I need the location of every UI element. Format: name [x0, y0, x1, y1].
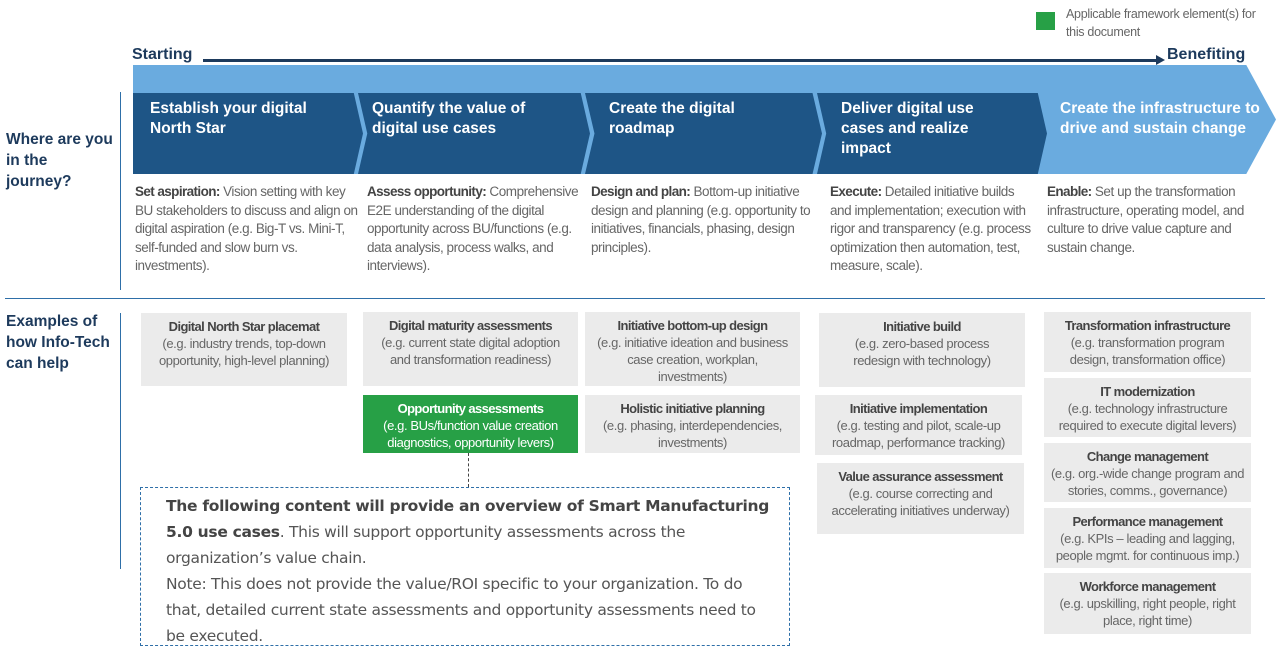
axis-start-label: Starting: [132, 46, 193, 63]
offering-box: Performance management (e.g. KPIs – leadi…: [1044, 508, 1251, 568]
phase-title: Create the infrastructure to drive and s…: [1060, 100, 1260, 137]
offering-box: Initiative bottom-up design (e.g. initiat…: [585, 312, 800, 386]
note-text: . This will support opportunity assessme…: [166, 523, 686, 567]
offering-box: Workforce management (e.g. upskilling, ri…: [1044, 573, 1251, 634]
arrow-head-icon: [1156, 55, 1165, 65]
phase-title: Deliver digital use cases and realize im…: [841, 100, 974, 157]
offering-box: Digital maturity assessments (e.g. curren…: [363, 312, 578, 386]
note-disclaimer: Note: This does not provide the value/RO…: [166, 575, 756, 645]
phase-description: Design and plan: Bottom-up initiative de…: [591, 184, 811, 255]
divider-vertical: [120, 313, 121, 569]
note-callout: The following content will provide an ov…: [140, 487, 790, 646]
phase-description: Set aspiration: Vision setting with key …: [135, 184, 358, 273]
divider-vertical: [120, 92, 121, 290]
offering-box: Transformation infrastructure (e.g. trans…: [1044, 312, 1251, 372]
phase-title: Quantify the value of digital use cases: [372, 100, 526, 137]
phase-title: Establish your digital North Star: [150, 100, 307, 137]
phase-chevron-1: Establish your digital North Star: [133, 93, 363, 174]
divider-horizontal: [5, 298, 1265, 299]
note-bold: The following content will provide an ov…: [166, 497, 770, 541]
connector-line: [468, 453, 469, 487]
journey-arrow-line: [203, 59, 1158, 62]
axis-end-label: Benefiting: [1167, 46, 1246, 63]
phase-chevron-5: Create the infrastructure to drive and s…: [1043, 93, 1260, 174]
phase-chevron-2: Quantify the value of digital use cases: [358, 93, 590, 174]
phase-chevron-3: Create the digital roadmap: [585, 93, 822, 174]
phase-title: Create the digital roadmap: [609, 100, 735, 137]
phase-description: Assess opportunity: Comprehensive E2E un…: [367, 184, 579, 273]
phase-description: Execute: Detailed initiative builds and …: [830, 184, 1031, 273]
legend-swatch: [1036, 12, 1055, 30]
phase-chevron-4: Deliver digital use cases and realize im…: [817, 93, 1047, 174]
offering-box-highlighted: Opportunity assessments (e.g. BUs/functio…: [363, 395, 578, 453]
offering-box: Initiative implementation (e.g. testing a…: [815, 395, 1022, 455]
phase-description: Enable: Set up the transformation infras…: [1047, 184, 1244, 255]
offering-box: Value assurance assessment (e.g. course c…: [817, 463, 1024, 534]
offering-box: Change management (e.g. org.-wide change …: [1044, 443, 1251, 502]
offering-box: Digital North Star placemat (e.g. industr…: [141, 313, 347, 386]
offering-box: Initiative build (e.g. zero-based process…: [819, 313, 1025, 387]
offering-box: IT modernization (e.g. technology infrast…: [1044, 378, 1251, 437]
offering-box: Holistic initiative planning (e.g. phasin…: [585, 395, 800, 453]
journey-question: Where are you in the journey?: [6, 131, 113, 190]
help-question: Examples of how Info-Tech can help: [6, 313, 110, 372]
legend-label: Applicable framework element(s) for this…: [1066, 7, 1256, 39]
